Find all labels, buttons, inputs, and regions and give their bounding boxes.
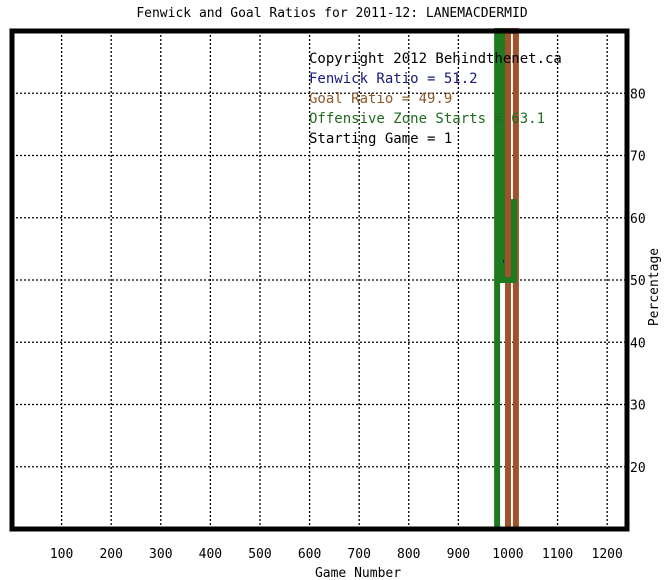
annotation-copyright: Copyright 2012 Behindthenet.ca xyxy=(309,51,562,67)
x-axis-label: Game Number xyxy=(315,566,401,580)
annotation-fenwick: Fenwick Ratio = 51.2 xyxy=(309,71,478,87)
y-tick-label: 70 xyxy=(630,150,646,165)
chart-title: Fenwick and Goal Ratios for 2011-12: LAN… xyxy=(136,6,528,21)
x-tick-label: 100 xyxy=(50,547,73,562)
y-axis-label: Percentage xyxy=(647,248,662,326)
y-tick-label: 40 xyxy=(630,336,646,351)
x-tick-label: 900 xyxy=(447,547,470,562)
plot-frame xyxy=(9,28,630,532)
y-tick-label: 50 xyxy=(630,274,646,289)
x-tick-label: 1000 xyxy=(492,547,523,562)
x-tick-label: 500 xyxy=(248,547,271,562)
x-axis-ticks: 100 200 300 400 500 600 700 800 900 1000 1100 1200 xyxy=(50,547,623,562)
x-tick-label: 400 xyxy=(199,547,222,562)
x-tick-label: 1200 xyxy=(592,547,623,562)
y-tick-label: 80 xyxy=(630,87,646,102)
y-tick-label: 20 xyxy=(630,461,646,476)
ozs-series-line xyxy=(494,28,517,529)
series-layer xyxy=(494,28,519,529)
y-tick-label: 60 xyxy=(630,212,646,227)
y-tick-label: 30 xyxy=(630,399,646,414)
x-tick-label: 200 xyxy=(99,547,122,562)
y-axis-ticks: 20 30 40 50 60 70 80 xyxy=(630,87,646,476)
x-tick-label: 300 xyxy=(149,547,172,562)
annotation-goal: Goal Ratio = 49.9 xyxy=(309,91,452,107)
annotation-ozs: Offensive Zone Starts = 63.1 xyxy=(309,111,545,127)
x-tick-label: 600 xyxy=(298,547,321,562)
x-tick-label: 700 xyxy=(347,547,370,562)
annotation-block: Copyright 2012 Behindthenet.ca Fenwick Ra… xyxy=(309,51,562,147)
annotation-start: Starting Game = 1 xyxy=(309,131,452,147)
x-tick-label: 800 xyxy=(397,547,420,562)
x-tick-label: 1100 xyxy=(542,547,573,562)
